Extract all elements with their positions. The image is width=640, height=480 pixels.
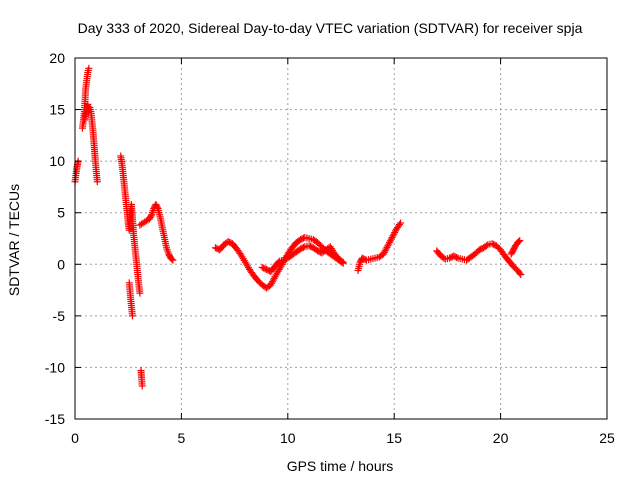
- data-point: [138, 382, 146, 390]
- y-tick-label: 5: [57, 205, 65, 221]
- data-point: [390, 230, 398, 238]
- y-tick-label: 20: [49, 50, 65, 66]
- data-point: [385, 240, 393, 248]
- data-point: [299, 243, 307, 251]
- x-tick-label: 20: [493, 430, 509, 446]
- x-tick-label: 10: [280, 430, 296, 446]
- data-point: [386, 238, 394, 246]
- axis-ticks: 0 5 10 15 20 25 -15 -10 -5 0 5 10 15 20: [45, 50, 615, 446]
- data-point: [338, 257, 346, 265]
- x-tick-label: 15: [386, 430, 402, 446]
- data-point: [276, 264, 284, 272]
- data-series: [71, 64, 525, 390]
- data-point: [516, 269, 524, 277]
- data-point: [482, 242, 490, 250]
- y-tick-label: -15: [45, 411, 65, 427]
- data-point: [168, 255, 176, 263]
- data-point: [267, 281, 275, 289]
- data-point: [453, 253, 461, 261]
- x-tick-label: 0: [71, 430, 79, 446]
- data-point: [269, 276, 277, 284]
- data-point: [268, 278, 276, 286]
- data-point: [147, 212, 155, 220]
- data-point: [515, 238, 523, 246]
- data-point: [382, 245, 390, 253]
- y-axis-label: SDTVAR / TECUs: [6, 184, 22, 296]
- data-point: [125, 226, 133, 234]
- data-point: [128, 312, 136, 320]
- y-tick-label: -10: [45, 359, 65, 375]
- data-point: [136, 289, 144, 297]
- x-tick-label: 25: [599, 430, 615, 446]
- data-point: [380, 250, 388, 258]
- data-point: [384, 242, 392, 250]
- y-tick-label: 15: [49, 102, 65, 118]
- data-point: [389, 232, 397, 240]
- data-point: [391, 229, 399, 237]
- data-point: [268, 279, 276, 287]
- data-point: [275, 265, 283, 273]
- y-tick-label: 10: [49, 153, 65, 169]
- data-point: [386, 237, 394, 245]
- data-point: [153, 203, 161, 211]
- chart-title: Day 333 of 2020, Sidereal Day-to-day VTE…: [78, 20, 583, 36]
- x-axis-label: GPS time / hours: [287, 458, 394, 474]
- y-tick-label: 0: [57, 256, 65, 272]
- data-point: [516, 237, 524, 245]
- data-point: [396, 221, 404, 229]
- data-point: [339, 258, 347, 266]
- data-point: [93, 178, 101, 186]
- data-point: [388, 233, 396, 241]
- data-point: [169, 256, 177, 264]
- x-tick-label: 5: [178, 430, 186, 446]
- data-point: [85, 64, 93, 72]
- grid: [75, 58, 607, 419]
- data-point: [397, 219, 405, 227]
- data-point: [517, 271, 525, 279]
- data-point: [381, 247, 389, 255]
- data-point: [387, 235, 395, 243]
- plot-frame: [74, 57, 608, 420]
- data-point: [383, 243, 391, 251]
- data-point: [380, 248, 388, 256]
- y-tick-label: -5: [53, 308, 66, 324]
